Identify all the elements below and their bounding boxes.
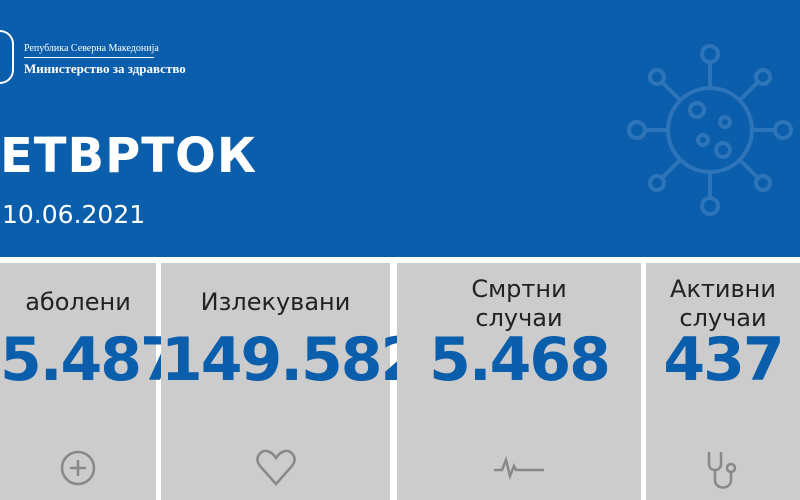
card-deaths: Смртни случаи 5.468 (397, 263, 641, 500)
virus-icon (627, 44, 793, 216)
card-active: Активни случаи 437 (646, 263, 800, 500)
card-label: Активни случаи (670, 275, 776, 332)
plus-circle-icon (60, 450, 96, 486)
card-label: Излекувани (200, 288, 351, 316)
heartbeat-line-icon (494, 455, 544, 481)
card-recovered: Излекувани 149.582 (161, 263, 422, 500)
stethoscope-icon (707, 452, 737, 489)
card-value: 5.487 (0, 325, 182, 395)
card-label: Смртни случаи (471, 275, 567, 332)
header-banner: Република Северна Македонија Министерств… (0, 0, 800, 257)
card-value: 437 (663, 325, 784, 395)
stats-cards: аболени 5.487 Излекувани 149.582 Смртни … (0, 263, 800, 500)
emblem-icon (0, 30, 14, 84)
card-infected: аболени 5.487 (0, 263, 182, 500)
card-value: 5.468 (429, 325, 611, 395)
ministry-name: Министерство за здравство (24, 61, 186, 76)
day-title: ЕТВРТОК (0, 128, 258, 184)
card-label: аболени (25, 288, 131, 316)
card-value: 149.582 (161, 325, 422, 395)
date: 10.06.2021 (2, 200, 146, 229)
divider (24, 57, 154, 58)
heart-icon (255, 449, 296, 486)
republic-name: Република Северна Македонија (24, 43, 159, 54)
